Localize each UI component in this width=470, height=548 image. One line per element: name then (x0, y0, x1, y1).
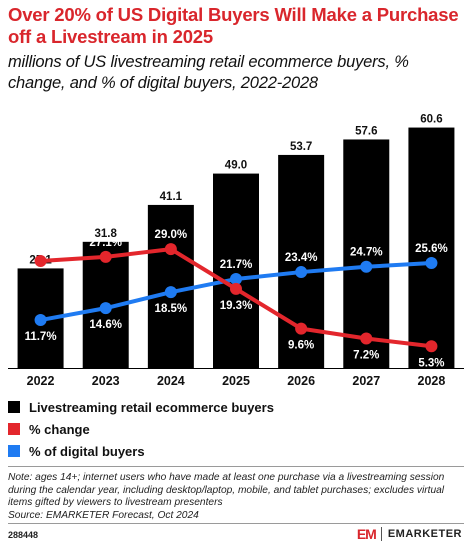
point-label-pct-digital-2026: 23.4% (285, 252, 318, 264)
point-pct-digital-2027 (360, 260, 373, 273)
point-pct-change-2028 (425, 340, 438, 353)
point-label-pct-change-2022: 26.1% (24, 241, 57, 253)
bar-label-2027: 57.6 (355, 125, 377, 137)
point-label-pct-digital-2028: 25.6% (415, 243, 448, 255)
x-tick-2022: 2022 (27, 374, 55, 388)
point-pct-change-2026 (295, 322, 308, 335)
legend-swatch-buyers (8, 401, 20, 413)
point-label-pct-change-2026: 9.6% (288, 340, 314, 352)
point-pct-digital-2024 (164, 286, 177, 299)
divider-top (8, 466, 464, 467)
legend-swatch-pct-change (8, 423, 20, 435)
legend-swatch-pct-digital (8, 445, 20, 457)
legend-label-pct-change: % change (29, 421, 90, 437)
point-label-pct-change-2028: 5.3% (418, 357, 444, 369)
legend: Livestreaming retail ecommerce buyers % … (8, 396, 274, 462)
source-text: Source: EMARKETER Forecast, Oct 2024 (8, 509, 199, 521)
legend-item-pct-change: % change (8, 418, 274, 440)
point-pct-change-2025 (230, 282, 242, 295)
legend-label-buyers: Livestreaming retail ecommerce buyers (29, 399, 274, 415)
brand-separator (380, 527, 382, 541)
bar-label-2028: 60.6 (420, 114, 442, 126)
legend-label-pct-digital: % of digital buyers (29, 443, 145, 459)
chart-id: 288448 (8, 530, 39, 540)
point-pct-digital-2025 (230, 273, 242, 286)
legend-item-pct-digital: % of digital buyers (8, 440, 274, 462)
point-label-pct-change-2023: 27.1% (89, 237, 122, 249)
point-label-pct-digital-2027: 24.7% (350, 247, 383, 259)
bar-label-2026: 53.7 (290, 141, 312, 153)
point-label-pct-digital-2025: 21.7% (220, 259, 253, 271)
point-label-pct-change-2024: 29.0% (155, 229, 188, 241)
point-label-pct-change-2027: 7.2% (353, 349, 379, 361)
x-tick-2026: 2026 (287, 374, 315, 388)
point-pct-digital-2023 (99, 302, 112, 315)
point-label-pct-change-2025: 19.3% (220, 300, 253, 312)
legend-item-buyers: Livestreaming retail ecommerce buyers (8, 396, 274, 418)
chart-title: Over 20% of US Digital Buyers Will Make … (8, 4, 459, 47)
x-tick-2027: 2027 (352, 374, 380, 388)
x-tick-2023: 2023 (92, 374, 120, 388)
brand-mark: EM (356, 526, 377, 542)
x-tick-2024: 2024 (157, 374, 185, 388)
bar-2025 (213, 173, 259, 368)
x-tick-2028: 2028 (418, 374, 446, 388)
bar-2028 (408, 127, 455, 368)
combo-chart: 25.131.841.149.053.757.660.6202220232024… (8, 114, 464, 388)
point-label-pct-digital-2022: 11.7% (25, 331, 57, 343)
point-pct-change-2022 (34, 254, 47, 267)
point-pct-digital-2026 (295, 266, 308, 279)
point-pct-change-2027 (360, 332, 373, 345)
note-text: Note: ages 14+; internet users who have … (8, 472, 445, 508)
point-pct-digital-2022 (34, 314, 47, 327)
brand-name: EMARKETER (387, 528, 462, 540)
point-pct-digital-2028 (425, 257, 438, 270)
bar-label-2023: 31.8 (95, 228, 118, 240)
brand-logo: EM EMARKETER (357, 526, 462, 542)
bar-label-2024: 41.1 (160, 191, 183, 203)
bar-label-2025: 49.0 (225, 160, 247, 172)
point-pct-change-2024 (164, 243, 177, 256)
point-label-pct-digital-2024: 18.5% (155, 303, 188, 315)
divider-bottom (8, 523, 464, 524)
bar-2027 (343, 139, 390, 368)
chart-note: Note: ages 14+; internet users who have … (8, 472, 468, 522)
chart-subtitle: millions of US livestreaming retail ecom… (8, 53, 409, 92)
point-pct-change-2023 (99, 250, 112, 263)
point-label-pct-digital-2023: 14.6% (89, 319, 122, 331)
x-tick-2025: 2025 (222, 374, 250, 388)
